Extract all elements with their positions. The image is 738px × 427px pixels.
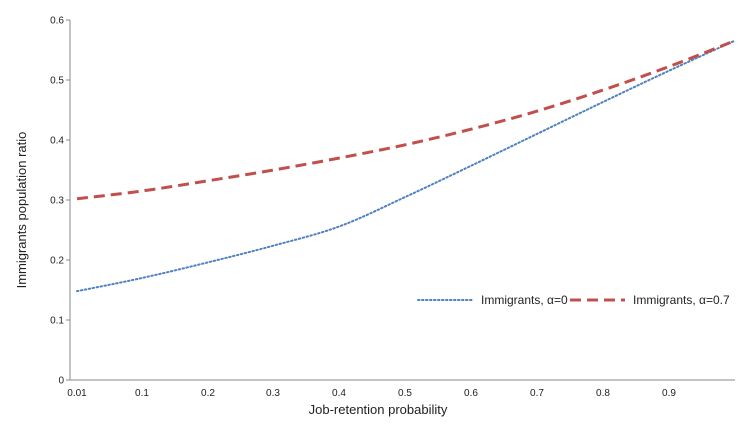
x-axis-title: Job-retention probability — [309, 402, 448, 417]
y-tick-label: 0.2 — [50, 256, 64, 267]
x-tick-label: 0.6 — [464, 388, 478, 399]
series-line-alpha-0-7 — [76, 39, 735, 201]
y-tick-label: 0.3 — [50, 196, 64, 207]
x-tick-label: 0.9 — [662, 388, 676, 399]
x-tick-label: 0.3 — [266, 388, 280, 399]
y-tick-label: 0.1 — [50, 316, 64, 327]
x-tick-label: 0.01 — [67, 388, 87, 399]
x-tick-label: 0.4 — [332, 388, 346, 399]
series-line-alpha-0 — [76, 40, 736, 293]
x-tick-label: 0.2 — [201, 388, 215, 399]
x-tick-labels: 0.01 0.1 0.2 0.3 0.4 0.5 0.6 0.7 0.8 0.9 — [67, 388, 676, 399]
y-axis-title: Immigrants population ratio — [14, 132, 29, 289]
x-tick-label: 0.5 — [398, 388, 412, 399]
y-tick-labels: 0 0.1 0.2 0.3 0.4 0.5 0.6 — [50, 16, 70, 387]
x-tick-label: 0.8 — [596, 388, 610, 399]
legend-label-alpha-0-7: Immigrants, α=0.7 — [633, 293, 730, 307]
y-tick-label: 0.6 — [50, 16, 64, 27]
legend-label-alpha-0: Immigrants, α=0 — [481, 293, 568, 307]
y-tick-label: 0.4 — [50, 136, 64, 147]
series-layer — [76, 39, 736, 293]
legend: Immigrants, α=0 Immigrants, α=0.7 — [417, 293, 730, 307]
x-tick-label: 0.1 — [135, 388, 149, 399]
y-tick-label: 0.5 — [50, 76, 64, 87]
x-tick-label: 0.7 — [530, 388, 544, 399]
y-tick-label: 0 — [58, 376, 64, 387]
